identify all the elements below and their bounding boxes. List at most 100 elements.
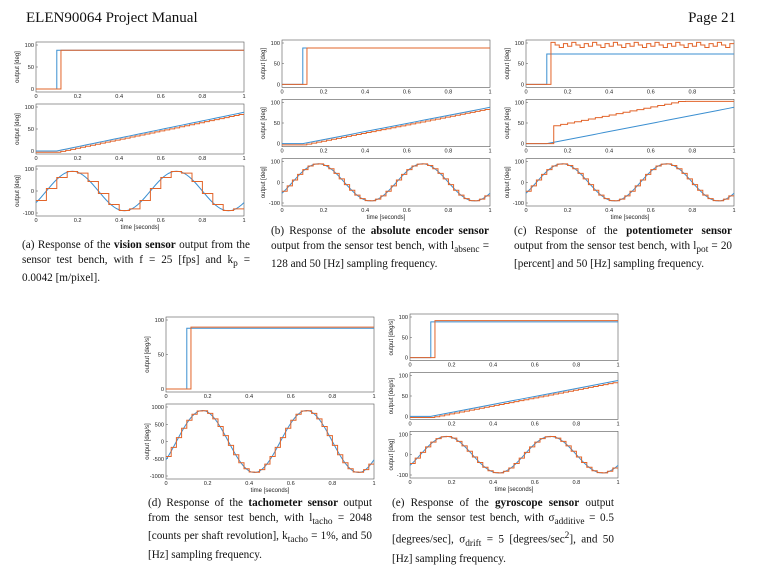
x-axis-label: time [seconds] <box>611 215 650 221</box>
x-tick-label: 1 <box>372 481 375 487</box>
x-tick-label: 0 <box>408 363 411 369</box>
signal-measured <box>410 436 618 474</box>
y-tick-label: 0 <box>277 82 280 88</box>
x-tick-label: 0.6 <box>403 149 411 155</box>
x-tick-label: 0.4 <box>605 208 613 214</box>
y-axis-label: output [deg] <box>15 51 21 83</box>
y-tick-label: 100 <box>271 100 280 106</box>
x-tick-label: 0 <box>164 394 167 400</box>
x-tick-label: 0.6 <box>531 363 539 369</box>
x-tick-label: 0.2 <box>564 89 572 95</box>
y-tick-label: 50 <box>158 353 164 359</box>
y-tick-label: 100 <box>515 160 524 166</box>
y-tick-label: 0 <box>405 453 408 459</box>
x-tick-label: 0.2 <box>74 94 82 100</box>
signal-measured <box>410 382 618 419</box>
y-axis-label: output [deg] <box>505 166 511 198</box>
y-tick-label: 0 <box>521 142 524 148</box>
signal-measured <box>526 100 734 145</box>
x-axis-label: time [seconds] <box>495 487 534 493</box>
x-tick-label: 0.2 <box>448 480 456 486</box>
x-tick-label: 0 <box>34 218 37 224</box>
x-tick-label: 0.6 <box>403 208 411 214</box>
x-tick-label: 1 <box>732 149 735 155</box>
caption-c: (c) Response of the potentiometer sensor… <box>514 225 733 271</box>
signal-measured <box>166 410 374 473</box>
y-tick-label: 0 <box>521 82 524 88</box>
y-tick-label: -100 <box>269 201 280 207</box>
y-axis-label: output [deg] <box>261 107 267 139</box>
x-axis-label: time [seconds] <box>251 488 290 494</box>
signal-measured <box>526 41 734 85</box>
y-axis-label: output [deg/s] <box>389 319 395 356</box>
plot-frame <box>281 158 491 207</box>
x-tick-label: 0.8 <box>689 149 697 155</box>
x-tick-label: 1 <box>488 149 491 155</box>
y-axis-label: output [deg/s] <box>145 423 151 460</box>
x-tick-label: 0.6 <box>647 208 655 214</box>
page-number: Page 21 <box>688 10 736 26</box>
y-axis-label: output [deg] <box>389 438 395 470</box>
y-axis-label: output [deg] <box>505 47 511 79</box>
y-tick-label: 0 <box>161 387 164 393</box>
x-tick-label: 0.8 <box>199 218 207 224</box>
x-tick-label: 0.2 <box>448 421 456 427</box>
y-tick-label: 0 <box>521 180 524 186</box>
header-title: ELEN90064 Project Manual <box>26 10 198 26</box>
y-tick-label: 100 <box>271 160 280 166</box>
y-tick-label: -100 <box>513 201 524 207</box>
plot-frame <box>281 39 491 88</box>
x-tick-label: 0.6 <box>647 89 655 95</box>
x-tick-label: 0.2 <box>74 156 82 162</box>
y-tick-label: 0 <box>31 149 34 155</box>
x-tick-label: 0.8 <box>689 89 697 95</box>
plot-frame <box>35 103 245 155</box>
y-tick-label: 0 <box>405 414 408 420</box>
x-tick-label: 0.2 <box>564 149 572 155</box>
x-tick-label: 0.6 <box>157 156 165 162</box>
y-axis-label: output [deg] <box>15 113 21 145</box>
x-tick-label: 0.4 <box>245 481 253 487</box>
plot-frame <box>409 431 619 479</box>
y-tick-label: 100 <box>399 315 408 321</box>
y-axis-label: output [deg] <box>15 175 21 207</box>
x-tick-label: 1 <box>732 89 735 95</box>
y-axis-label: output [deg] <box>261 166 267 198</box>
x-tick-label: 0 <box>34 156 37 162</box>
x-tick-label: 0.6 <box>647 149 655 155</box>
y-tick-label: 0 <box>277 180 280 186</box>
x-tick-label: 0.8 <box>573 480 581 486</box>
signal-measured <box>36 171 244 211</box>
y-tick-label: 50 <box>28 127 34 133</box>
y-tick-label: 100 <box>25 43 34 49</box>
x-tick-label: 0.6 <box>531 480 539 486</box>
y-tick-label: 100 <box>515 41 524 47</box>
x-tick-label: 0.4 <box>605 149 613 155</box>
x-tick-label: 0.4 <box>489 421 497 427</box>
x-tick-label: 0.2 <box>320 149 328 155</box>
x-tick-label: 0.2 <box>564 208 572 214</box>
x-tick-label: 0.8 <box>445 89 453 95</box>
x-tick-label: 1 <box>372 394 375 400</box>
x-tick-label: 0.4 <box>115 94 123 100</box>
caption-d: (d) Response of the tachometer sensor ou… <box>148 497 373 562</box>
y-tick-label: 50 <box>402 394 408 400</box>
x-tick-label: 0 <box>280 149 283 155</box>
x-tick-label: 0.2 <box>74 218 82 224</box>
x-tick-label: 0.2 <box>204 481 212 487</box>
x-tick-label: 0.6 <box>531 421 539 427</box>
y-tick-label: 0 <box>31 87 34 93</box>
y-tick-label: 100 <box>271 41 280 47</box>
signal-measured <box>166 326 374 390</box>
signal-measured <box>526 163 734 202</box>
x-tick-label: 0 <box>408 421 411 427</box>
plot-frame <box>409 372 619 420</box>
x-tick-label: 0.8 <box>573 363 581 369</box>
y-tick-label: 50 <box>28 65 34 71</box>
x-tick-label: 0.8 <box>329 394 337 400</box>
x-tick-label: 1 <box>616 363 619 369</box>
